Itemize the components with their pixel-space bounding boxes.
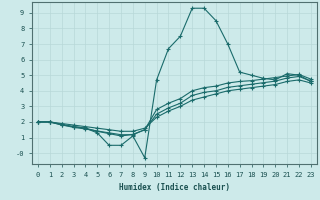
X-axis label: Humidex (Indice chaleur): Humidex (Indice chaleur) — [119, 183, 230, 192]
